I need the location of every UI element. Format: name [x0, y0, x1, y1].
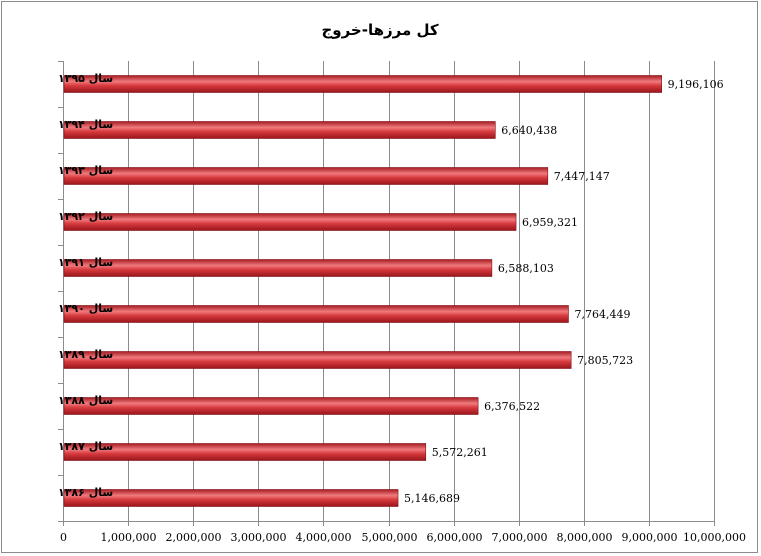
data-label: 6,640,438 — [501, 124, 557, 137]
bar — [63, 121, 496, 139]
axes — [58, 61, 715, 526]
bar — [63, 443, 427, 461]
category-label: سال ۱۳۸۶ — [58, 486, 113, 499]
x-tick-label: 4,000,000 — [296, 531, 352, 544]
bar — [63, 397, 479, 415]
bar — [63, 351, 572, 369]
chart-title: کل مرزها-خروج — [321, 21, 438, 39]
bar — [63, 489, 399, 507]
data-label: 9,196,106 — [668, 78, 724, 91]
x-tick-label: 7,000,000 — [492, 531, 548, 544]
category-label: سال ۱۳۹۳ — [58, 164, 113, 177]
x-tick-label: 9,000,000 — [622, 531, 678, 544]
category-label: سال ۱۳۸۷ — [58, 440, 113, 453]
data-label: 6,376,522 — [484, 400, 540, 413]
labels: 0 1,000,000 2,000,000 3,000,000 4,000,000 5,0… — [58, 72, 746, 544]
bar — [63, 305, 569, 323]
bar — [63, 167, 549, 185]
bar — [63, 259, 493, 277]
data-label: 6,588,103 — [498, 262, 554, 275]
category-label: سال ۱۳۹۲ — [58, 210, 113, 223]
category-label: سال ۱۳۸۸ — [58, 394, 113, 407]
x-tick-label: 3,000,000 — [231, 531, 287, 544]
x-tick-label: 10,000,000 — [683, 531, 746, 544]
category-label: سال ۱۳۹۵ — [58, 72, 113, 85]
category-label: سال ۱۳۸۹ — [58, 348, 113, 361]
x-tick-label: 5,000,000 — [362, 531, 418, 544]
data-label: 5,146,689 — [404, 492, 460, 505]
bar — [63, 213, 517, 231]
bars — [63, 75, 662, 507]
data-label: 6,959,321 — [522, 216, 578, 229]
x-tick-label: 8,000,000 — [557, 531, 613, 544]
category-label: سال ۱۳۹۱ — [58, 256, 113, 269]
data-label: 7,764,449 — [574, 308, 630, 321]
x-tick-label: 6,000,000 — [427, 531, 483, 544]
x-tick-label: 0 — [60, 531, 67, 544]
category-label: سال ۱۳۹۴ — [58, 118, 113, 131]
x-tick-label: 2,000,000 — [166, 531, 222, 544]
data-label: 7,447,147 — [554, 170, 610, 183]
x-tick-label: 1,000,000 — [101, 531, 157, 544]
category-label: سال ۱۳۹۰ — [58, 302, 113, 315]
data-label: 7,805,723 — [577, 354, 633, 367]
bar — [63, 75, 662, 93]
data-label: 5,572,261 — [432, 446, 488, 459]
